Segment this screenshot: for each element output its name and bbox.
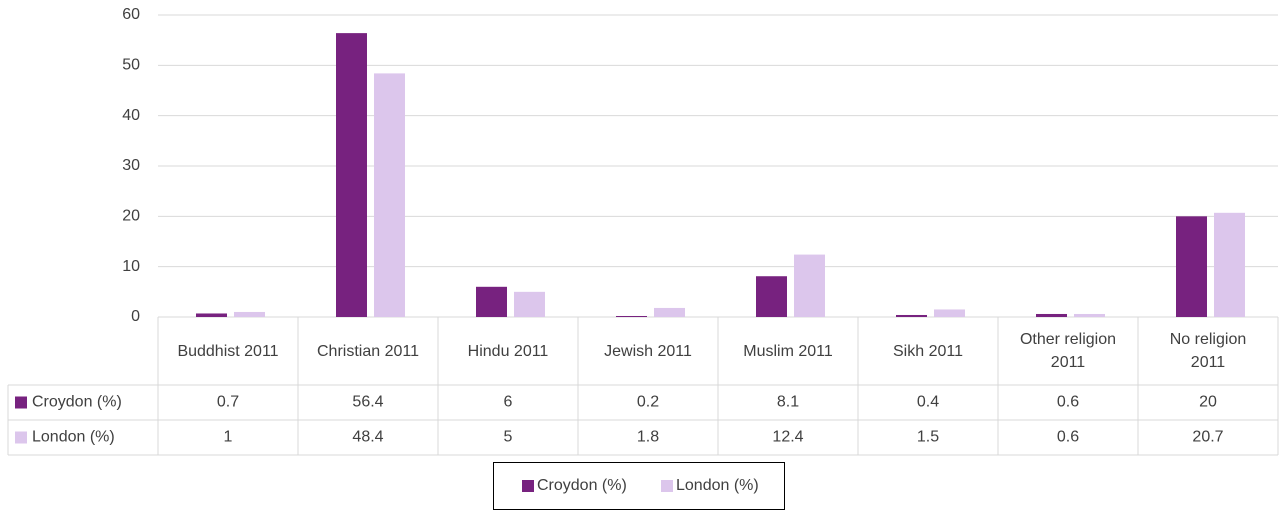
legend-box	[493, 462, 785, 510]
legend-key	[15, 396, 27, 409]
legend-key	[661, 480, 673, 492]
legend-label: London (%)	[676, 477, 759, 494]
category-label: Christian 2011	[317, 342, 419, 360]
legend-key	[522, 480, 534, 492]
bar	[374, 73, 405, 318]
bar	[234, 311, 265, 317]
table-value: 1.5	[917, 429, 939, 446]
table-value: 48.4	[352, 429, 383, 446]
bar	[654, 307, 685, 317]
category-label: Sikh 2011	[893, 342, 963, 360]
bar	[196, 313, 227, 317]
bar	[756, 276, 787, 317]
category-label: Muslim 2011	[743, 342, 833, 360]
bar	[1036, 313, 1067, 317]
table-value: 0.2	[637, 394, 659, 411]
bar	[336, 33, 367, 318]
legend-label: Croydon (%)	[537, 477, 627, 494]
bar	[934, 309, 965, 317]
bar	[1176, 216, 1207, 317]
y-tick-label: 30	[122, 157, 140, 174]
bar	[896, 314, 927, 317]
category-label: No religion 2011	[1169, 331, 1247, 371]
category-label: Hindu 2011	[467, 342, 549, 360]
y-tick-label: 20	[122, 208, 140, 225]
table-value: 1.8	[637, 429, 659, 446]
table-value: 6	[504, 394, 513, 411]
bar	[514, 291, 545, 317]
table-value: 5	[504, 429, 513, 446]
y-tick-label: 60	[122, 6, 140, 23]
table-value: 0.7	[217, 394, 239, 411]
bar	[1214, 212, 1245, 317]
category-label: Other religion 2011	[1019, 331, 1117, 371]
category-label: Buddhist 2011	[177, 342, 279, 360]
table-value: 0.6	[1057, 429, 1079, 446]
category-label: Jewish 2011	[604, 342, 692, 360]
table-row-label: Croydon (%)	[32, 394, 122, 411]
legend-key	[15, 431, 27, 444]
table-row-label: London (%)	[32, 429, 115, 446]
table-value: 56.4	[352, 394, 383, 411]
y-tick-label: 0	[131, 308, 140, 325]
y-tick-label: 40	[122, 107, 140, 124]
table-value: 20	[1199, 394, 1217, 411]
bar	[476, 286, 507, 317]
bar	[616, 315, 647, 317]
table-value: 0.4	[917, 394, 939, 411]
table-value: 8.1	[777, 394, 799, 411]
table-value: 20.7	[1192, 429, 1223, 446]
y-tick-label: 50	[122, 57, 140, 74]
table-value: 0.6	[1057, 394, 1079, 411]
table-value: 1	[224, 429, 233, 446]
table-value: 12.4	[772, 429, 803, 446]
y-tick-label: 10	[122, 258, 140, 275]
bar	[1074, 313, 1105, 317]
bar	[794, 254, 825, 317]
